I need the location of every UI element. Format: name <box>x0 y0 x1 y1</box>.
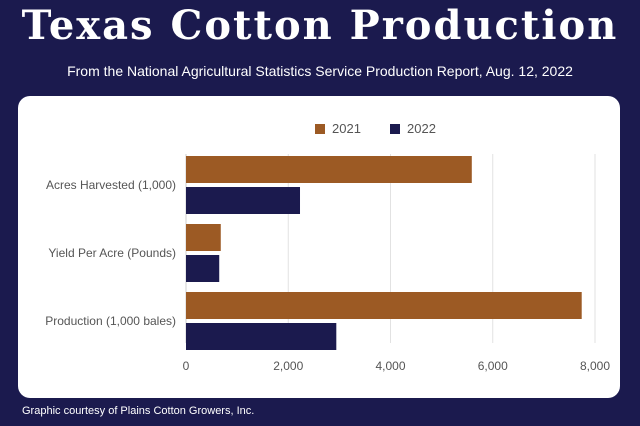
legend-label-2021: 2021 <box>332 121 361 136</box>
legend-label-2022: 2022 <box>407 121 436 136</box>
category-label: Production (1,000 bales) <box>45 314 176 328</box>
bar-2021-0 <box>186 156 472 183</box>
bar-chart: Acres Harvested (1,000) Yield Per Acre (P… <box>45 121 610 373</box>
category-label: Yield Per Acre (Pounds) <box>48 246 176 260</box>
x-tick-label: 8,000 <box>580 359 610 373</box>
legend-swatch-2022 <box>390 124 400 134</box>
x-tick-label: 6,000 <box>478 359 508 373</box>
x-tick-label: 0 <box>183 359 190 373</box>
x-tick-label: 4,000 <box>375 359 405 373</box>
bar-2022-1 <box>186 255 220 282</box>
page-subtitle: From the National Agricultural Statistic… <box>67 63 573 79</box>
x-tick-label: 2,000 <box>273 359 303 373</box>
bar-2022-2 <box>186 323 337 350</box>
bar-2021-2 <box>186 292 582 319</box>
legend-swatch-2021 <box>315 124 325 134</box>
bar-2021-1 <box>186 224 221 251</box>
bar-2022-0 <box>186 187 301 214</box>
credit-footer: Graphic courtesy of Plains Cotton Grower… <box>22 405 255 417</box>
category-label: Acres Harvested (1,000) <box>46 178 176 192</box>
page-title: Texas Cotton Production <box>21 2 619 49</box>
chart-panel: Acres Harvested (1,000) Yield Per Acre (P… <box>18 96 620 398</box>
